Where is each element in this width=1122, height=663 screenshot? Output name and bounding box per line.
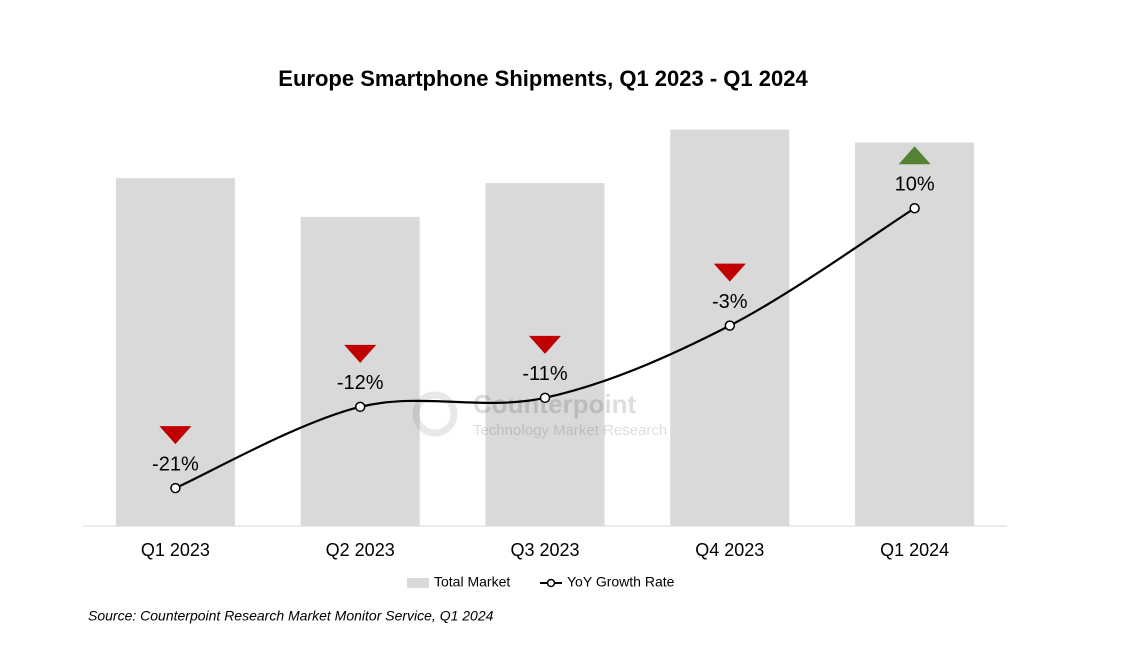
legend-label: Total Market — [434, 574, 510, 590]
down-arrow — [529, 335, 561, 354]
source: Source: Counterpoint Research Market Mon… — [88, 608, 494, 624]
down-arrow — [713, 263, 746, 282]
down-arrow — [159, 426, 192, 445]
legend-label: YoY Growth Rate — [567, 574, 675, 590]
x-tick-label: Q3 2023 — [510, 540, 579, 560]
line-marker — [724, 320, 736, 331]
legend-swatch — [546, 578, 556, 588]
data-label: -21% — [152, 453, 199, 475]
line-marker — [170, 482, 181, 494]
chart-title: Europe Smartphone Shipments, Q1 2023 - Q… — [278, 66, 808, 91]
line-marker — [539, 392, 551, 404]
x-tick-label: Q4 2023 — [695, 540, 764, 560]
data-label: -3% — [712, 291, 748, 313]
x-tick-label: Q1 2024 — [880, 540, 949, 560]
bar — [485, 183, 605, 527]
down-arrow — [344, 344, 377, 363]
line-marker — [354, 401, 366, 413]
line-marker — [909, 203, 920, 214]
watermark-text: Technology Market Research — [473, 422, 667, 439]
data-label: -12% — [337, 372, 384, 394]
up-arrow — [898, 146, 931, 165]
bar — [855, 142, 975, 526]
data-label: 10% — [895, 174, 935, 196]
data-label: -11% — [522, 363, 567, 385]
x-tick-label: Q2 2023 — [326, 540, 395, 560]
legend-swatch — [407, 578, 429, 588]
x-tick-label: Q1 2023 — [141, 540, 210, 560]
bar — [300, 216, 420, 526]
watermark-logo — [412, 391, 458, 437]
watermark: Counterpoint Technology Market Research — [412, 389, 667, 439]
